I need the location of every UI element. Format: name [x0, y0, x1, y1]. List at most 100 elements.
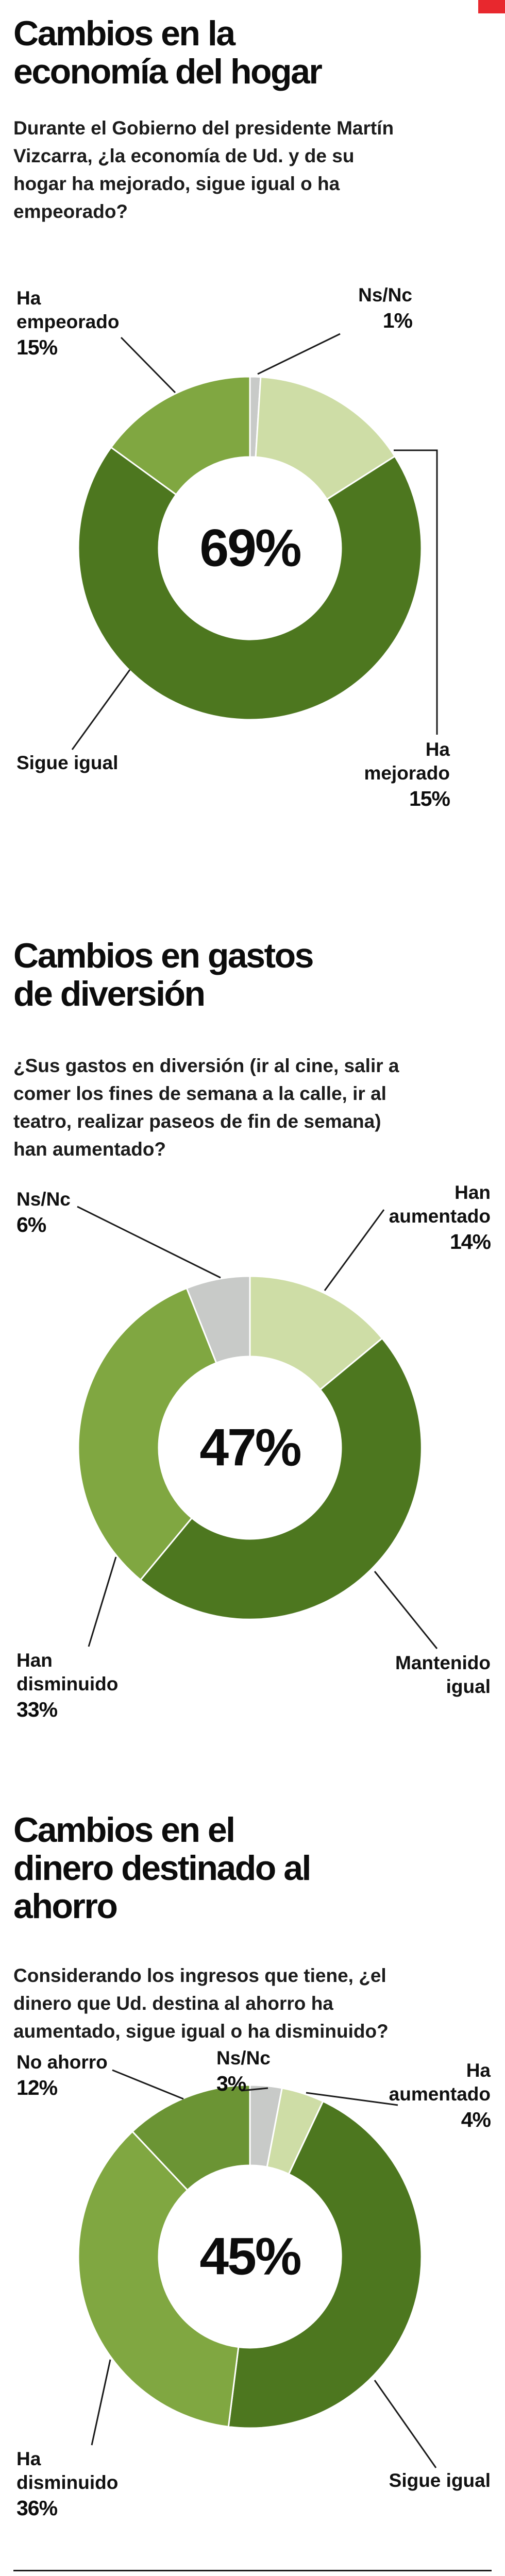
footer-divider	[13, 2570, 492, 2571]
label-nsnc-2: Ns/Nc 6%	[16, 1188, 71, 1238]
label-line: Ha	[16, 2448, 41, 2469]
title-line: Cambios en el	[13, 1810, 235, 1850]
segment-ha-mejorado	[255, 376, 396, 500]
label-sigue-igual: Sigue igual	[16, 751, 118, 775]
label-han-disminuido: Han disminuido 33%	[16, 1649, 118, 1723]
red-corner-tab	[478, 0, 505, 13]
donut-chart-ahorro	[77, 2084, 423, 2429]
title-line: Cambios en la	[13, 14, 235, 53]
question-line: comer los fines de semana a la calle, ir…	[13, 1083, 386, 1104]
label-pct: 6%	[16, 1213, 46, 1236]
donut-chart-gastos-diversion	[77, 1275, 423, 1620]
connector-ha-mejorado	[394, 449, 438, 735]
label-line: Ns/Nc	[216, 2047, 271, 2069]
label-no-ahorro: No ahorro 12%	[16, 2050, 108, 2101]
question-line: dinero que Ud. destina al ahorro ha	[13, 1993, 333, 2014]
label-pct: 15%	[16, 335, 58, 359]
label-pct: 36%	[16, 2496, 58, 2520]
segment-sigue-igual	[227, 2100, 423, 2429]
donut-chart-economia-hogar	[77, 376, 423, 721]
segment-mantenido-igual	[140, 1337, 423, 1620]
title-line: de diversión	[13, 974, 206, 1013]
label-line: Sigue igual	[16, 752, 119, 773]
label-pct: 1%	[382, 309, 413, 332]
label-pct: 12%	[16, 2076, 58, 2099]
question-line: ¿Sus gastos en diversión (ir al cine, sa…	[13, 1055, 399, 1076]
segment-ns-nc	[186, 1275, 251, 1364]
chart3-question: Considerando los ingresos que tiene, ¿el…	[13, 1962, 389, 2045]
question-line: teatro, realizar paseos de fin de semana…	[13, 1111, 381, 1132]
segment-sigue-igual	[77, 446, 423, 721]
label-mantenido-igual: Mantenido igual	[367, 1651, 491, 1699]
label-line: Ha	[425, 739, 450, 760]
chart1-title: Cambios en la economía del hogar	[13, 14, 323, 91]
title-line: economía del hogar	[13, 52, 323, 91]
label-pct: 15%	[409, 787, 450, 810]
connector-nsnc-3	[241, 2087, 268, 2092]
label-line: Ha	[16, 287, 41, 309]
label-line: Han	[16, 1650, 53, 1671]
label-line: igual	[446, 1676, 491, 1697]
label-pct: 33%	[16, 1698, 58, 1721]
label-nsnc-3: Ns/Nc 3%	[216, 2046, 271, 2097]
title-line: ahorro	[13, 1887, 118, 1926]
label-line: empeorado	[16, 311, 120, 332]
segment-ha-empeorado	[110, 376, 251, 496]
label-pct: 4%	[461, 2108, 491, 2131]
label-line: Ha	[466, 2060, 491, 2081]
connector-nsnc-2	[77, 1206, 221, 1279]
label-line: Sigue igual	[389, 2470, 491, 2491]
question-line: Vizcarra, ¿la economía de Ud. y de su	[13, 145, 355, 166]
label-ha-empeorado: Ha empeorado 15%	[16, 286, 119, 361]
label-line: mejorado	[364, 762, 450, 784]
chart3-title: Cambios en el dinero destinado al ahorro	[13, 1810, 311, 1926]
connector-nsnc-1	[257, 333, 341, 375]
question-line: aumentado, sigue igual o ha disminuido?	[13, 2021, 389, 2042]
label-line: Han	[454, 1182, 491, 1203]
label-pct: 3%	[216, 2072, 246, 2095]
segment-han-aumentado	[249, 1275, 383, 1391]
segment-han-disminuido	[77, 1287, 217, 1581]
question-line: empeorado?	[13, 201, 128, 222]
label-line: Ns/Nc	[358, 284, 412, 306]
connector-han-aumentado	[324, 1209, 385, 1291]
label-ha-disminuido: Ha disminuido 36%	[16, 2447, 118, 2521]
label-line: No ahorro	[16, 2052, 108, 2073]
label-sigue-igual-3: Sigue igual	[367, 2469, 491, 2493]
connector-ha-empeorado	[120, 336, 176, 394]
question-line: Considerando los ingresos que tiene, ¿el	[13, 1965, 386, 1986]
label-pct: 14%	[449, 1230, 491, 1253]
label-ha-aumentado: Ha aumentado 4%	[367, 2059, 491, 2133]
label-nsnc-1: Ns/Nc 1%	[289, 283, 413, 334]
label-line: aumentado	[389, 2083, 491, 2105]
question-line: Durante el Gobierno del presidente Martí…	[13, 117, 394, 139]
connector-han-disminuido	[88, 1556, 117, 1647]
connector-ha-disminuido	[91, 2359, 111, 2446]
chart2-title: Cambios en gastos de diversión	[13, 936, 314, 1013]
segment-ha-disminuido	[77, 2130, 240, 2428]
label-line: Mantenido	[395, 1652, 491, 1673]
label-line: disminuido	[16, 2472, 119, 2493]
connector-mantenido-igual	[374, 1571, 438, 1649]
chart3-center-value: 45%	[199, 2227, 301, 2286]
question-line: hogar ha mejorado, sigue igual o ha	[13, 173, 340, 194]
connector-ha-aumentado	[306, 2092, 398, 2106]
label-line: disminuido	[16, 1673, 119, 1694]
connector-sigue-igual	[71, 669, 131, 750]
connector-sigue-igual-3	[374, 2380, 437, 2468]
chart2-center-value: 47%	[199, 1418, 301, 1477]
label-han-aumentado: Han aumentado 14%	[367, 1181, 491, 1255]
label-ha-mejorado: Ha mejorado 15%	[326, 738, 450, 812]
title-line: Cambios en gastos	[13, 936, 314, 975]
question-line: han aumentado?	[13, 1139, 166, 1160]
label-line: Ns/Nc	[16, 1189, 71, 1210]
chart2-question: ¿Sus gastos en diversión (ir al cine, sa…	[13, 1052, 399, 1163]
chart1-center-value: 69%	[199, 518, 301, 578]
segment-no-ahorro	[131, 2084, 251, 2191]
label-line: aumentado	[389, 1206, 491, 1227]
title-line: dinero destinado al	[13, 1849, 311, 1888]
connector-no-ahorro	[112, 2069, 184, 2100]
chart1-question: Durante el Gobierno del presidente Martí…	[13, 114, 394, 226]
